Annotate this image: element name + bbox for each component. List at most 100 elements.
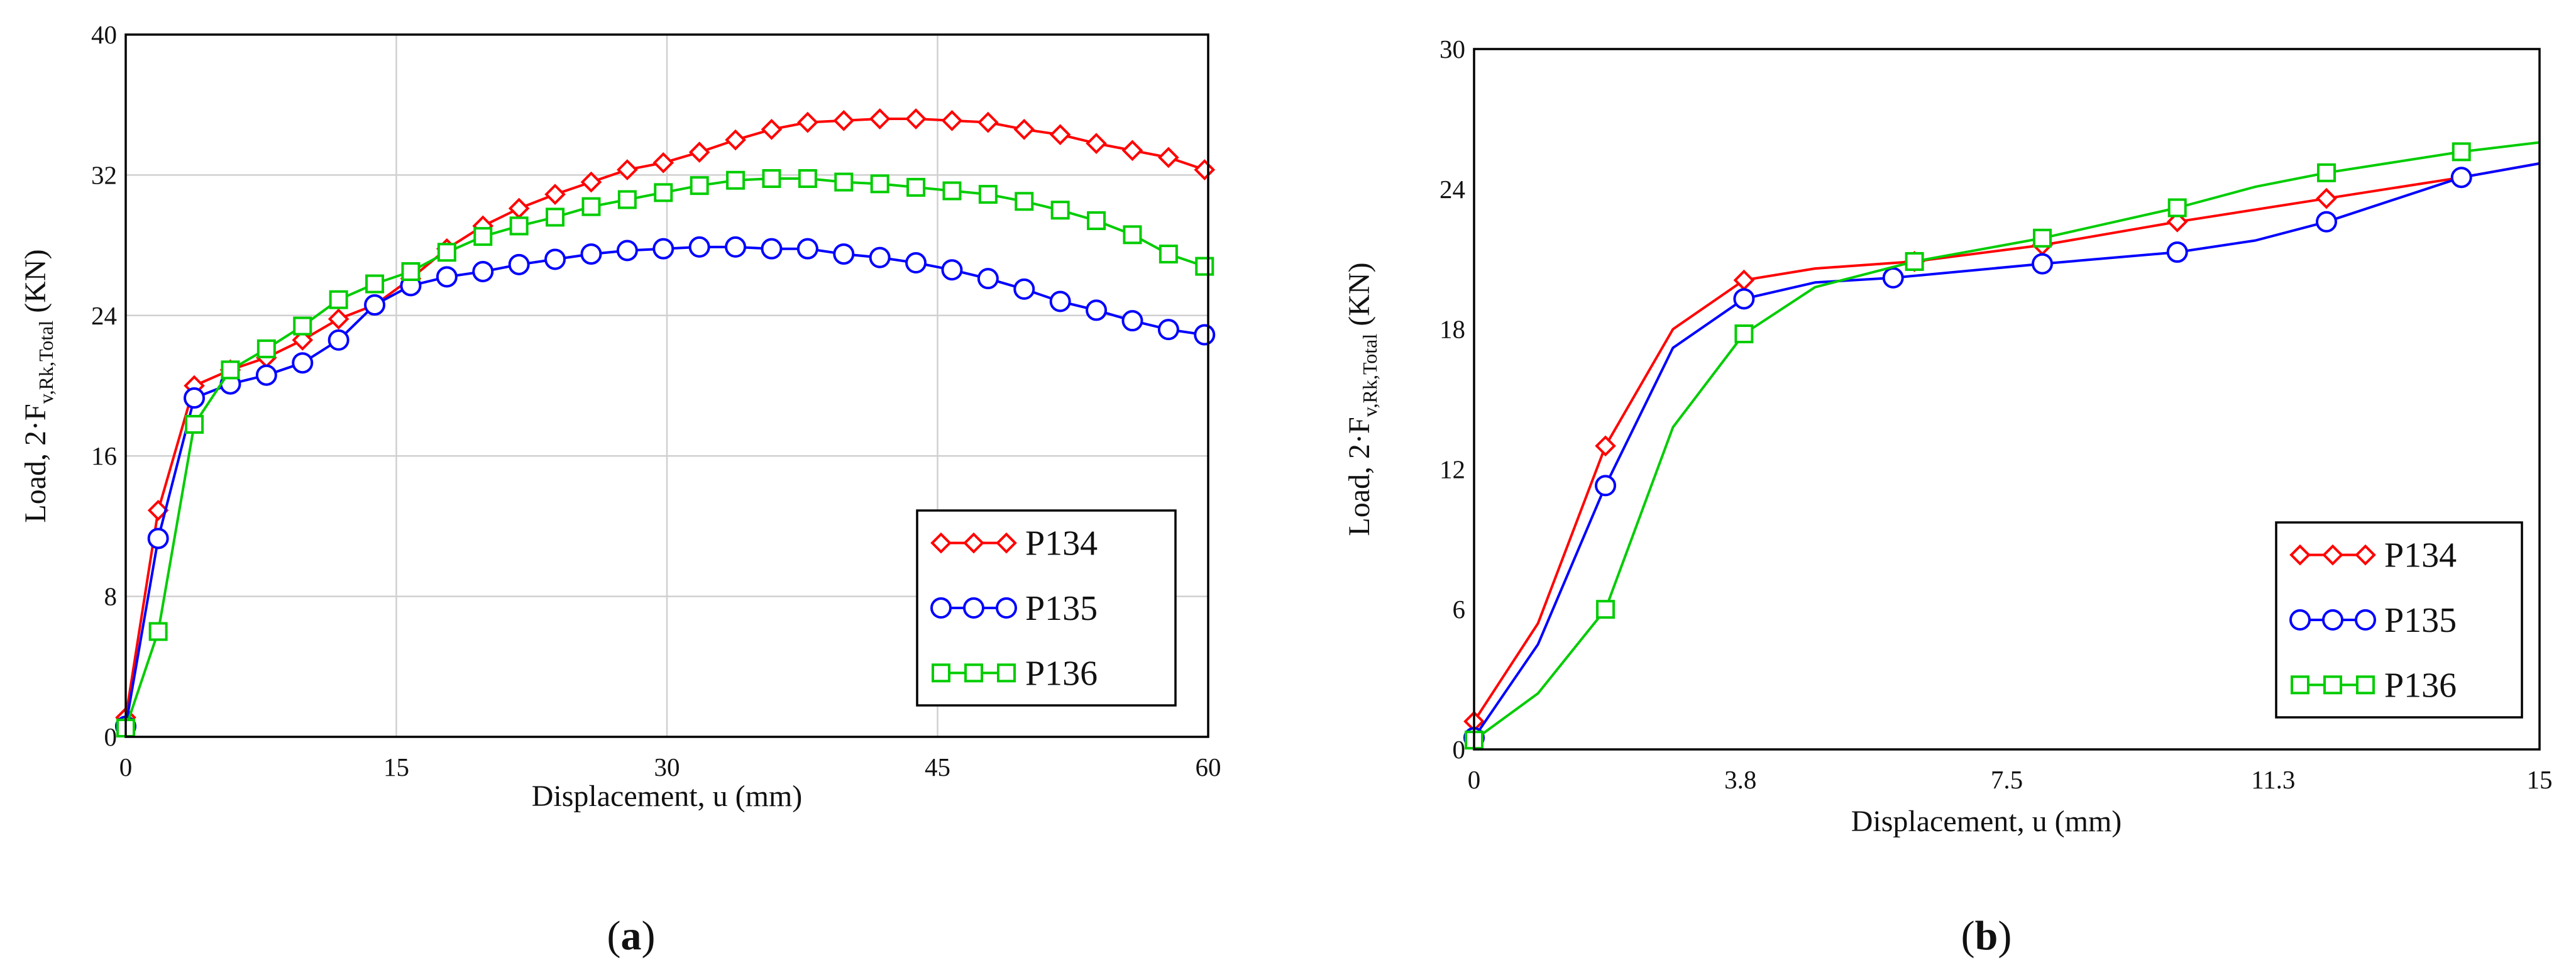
legend-marker <box>996 597 1017 619</box>
data-point-p134 <box>1194 159 1216 180</box>
x-tick-label: 11.3 <box>2251 765 2295 794</box>
data-point-p135 <box>1194 324 1216 346</box>
series-line-p134 <box>1473 162 2540 722</box>
data-point-p135 <box>905 252 927 274</box>
x-tick-label: 15 <box>2527 765 2553 794</box>
legend-marker <box>964 663 983 683</box>
legend-label: P134 <box>2384 536 2457 575</box>
data-point-p136 <box>1195 257 1214 276</box>
data-point-p135 <box>1882 267 1904 289</box>
data-point-p134 <box>2316 187 2337 209</box>
legend-marker <box>930 597 952 619</box>
data-point-p134 <box>1595 435 1616 457</box>
legend-marker <box>2291 675 2309 695</box>
x-tick-label: 0 <box>1468 765 1481 794</box>
data-point-p134 <box>1733 269 1755 291</box>
legend-marker <box>996 532 1017 554</box>
data-point-p135 <box>508 253 530 275</box>
data-point-p135 <box>1733 288 1755 310</box>
y-tick-label: 32 <box>91 160 117 189</box>
plot-frame <box>124 33 1209 738</box>
chart-panel-a: 0 15 30 45 60 0 8 16 24 32 40 Displacement, u (mm) L… <box>19 20 1221 959</box>
y-axis-label: Load, 2·Fv,Rk,Total (KN) <box>1343 262 1381 536</box>
data-point-p135 <box>436 266 458 288</box>
y-axis-label: Load, 2·Fv,Rk,Total (KN) <box>19 249 57 522</box>
legend: P134 P135 P136 <box>916 509 1177 707</box>
data-point-p134 <box>544 184 566 205</box>
data-point-p136 <box>401 262 421 281</box>
data-point-p135 <box>652 238 674 260</box>
legend-marker <box>2323 675 2342 695</box>
legend-marker <box>963 532 984 554</box>
legend-label: P135 <box>2384 601 2457 640</box>
data-point-p134 <box>797 111 818 133</box>
data-point-p134 <box>652 152 674 174</box>
x-tick-label: 45 <box>925 753 950 781</box>
data-point-p136 <box>1159 245 1178 264</box>
series-p134 <box>115 108 1216 729</box>
data-point-p136 <box>2317 163 2336 182</box>
data-point-p134 <box>147 499 169 521</box>
data-point-p136 <box>2167 198 2187 218</box>
series-p136 <box>116 168 1214 738</box>
data-point-p136 <box>1596 600 1616 619</box>
data-point-p134 <box>869 108 891 130</box>
y-tick-label: 6 <box>1453 595 1466 624</box>
y-tick-label: 40 <box>91 20 117 49</box>
data-point-p135 <box>1086 299 1108 321</box>
legend-label: P136 <box>2384 666 2457 705</box>
data-point-p134 <box>941 110 963 131</box>
data-point-p134 <box>977 111 999 133</box>
data-point-p135 <box>1049 290 1071 312</box>
legend-label: P134 <box>1025 524 1098 563</box>
data-point-p135 <box>2450 167 2472 189</box>
data-point-p135 <box>977 268 999 290</box>
data-point-p136 <box>1015 192 1034 211</box>
data-point-p136 <box>329 290 348 309</box>
data-point-p135 <box>1595 475 1617 497</box>
data-point-p136 <box>726 170 746 190</box>
legend-marker <box>2322 544 2343 566</box>
data-point-p136 <box>690 176 709 196</box>
y-tick-label: 0 <box>1453 735 1466 764</box>
data-point-p135 <box>616 240 638 262</box>
data-point-p136 <box>617 190 637 209</box>
legend-marker <box>932 663 950 683</box>
y-tick-label: 16 <box>91 441 117 470</box>
x-axis-label: Displacement, u (mm) <box>532 780 803 813</box>
x-tick-label: 30 <box>654 753 680 781</box>
data-point-p134 <box>688 141 710 163</box>
data-point-p135 <box>761 238 783 260</box>
data-point-p134 <box>725 129 746 151</box>
data-point-p135 <box>184 387 206 409</box>
data-point-p135 <box>472 260 494 282</box>
legend-marker <box>2356 675 2375 695</box>
data-point-p134 <box>761 118 783 140</box>
y-tick-label: 0 <box>104 722 118 751</box>
data-point-p135 <box>725 236 747 258</box>
x-tick-label: 15 <box>383 753 409 781</box>
data-point-p136 <box>365 274 385 294</box>
data-point-p134 <box>292 329 314 351</box>
data-point-p135 <box>941 259 963 281</box>
data-point-p136 <box>256 339 276 358</box>
data-point-p135 <box>1013 278 1035 300</box>
data-point-p136 <box>762 168 781 188</box>
data-point-p136 <box>1050 201 1070 220</box>
legend-label: P136 <box>1025 654 1098 693</box>
data-point-p134 <box>508 197 530 219</box>
data-point-p136 <box>2452 142 2471 162</box>
x-tick-label: 7.5 <box>1991 765 2023 794</box>
data-point-p136 <box>1123 225 1142 245</box>
data-point-p135 <box>869 246 891 268</box>
legend-marker <box>930 532 952 554</box>
data-point-p134 <box>905 108 927 130</box>
data-point-p135 <box>833 243 855 265</box>
data-point-p135 <box>147 527 169 549</box>
legend-label: P135 <box>1025 589 1098 628</box>
data-point-p135 <box>688 236 710 258</box>
data-point-p134 <box>328 308 350 330</box>
data-point-p136 <box>185 414 204 434</box>
data-point-p135 <box>255 364 277 386</box>
